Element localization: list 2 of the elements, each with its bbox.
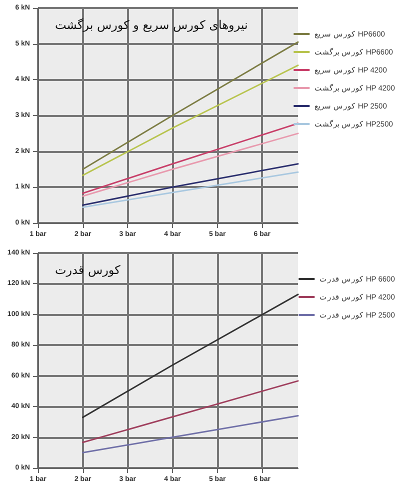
text: کورس قدرت (55, 263, 121, 277)
text: نیروهای کورس سریع و کورس برگشت (55, 18, 248, 32)
